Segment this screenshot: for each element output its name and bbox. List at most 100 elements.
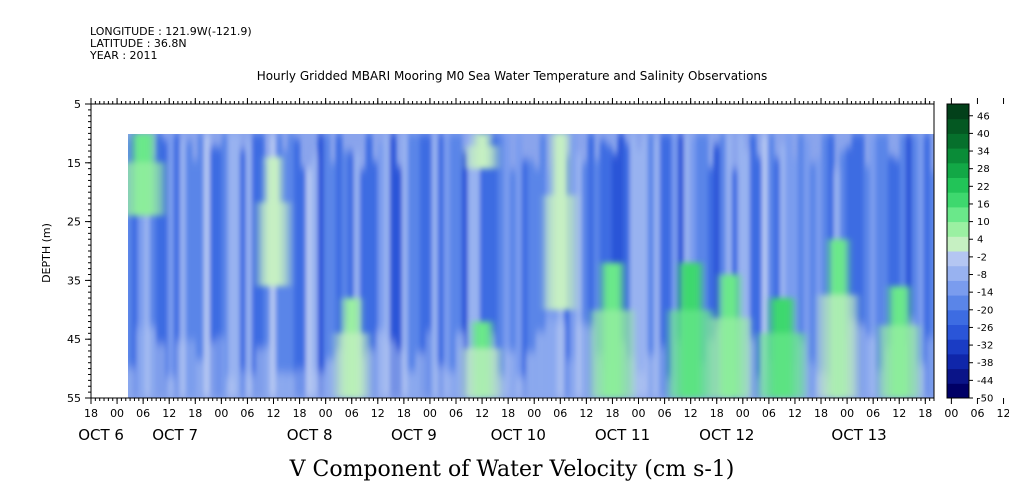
heatmap-cell bbox=[655, 346, 666, 398]
heatmap-cell bbox=[821, 134, 829, 398]
heatmap-cell bbox=[869, 135, 877, 398]
heatmap-cell bbox=[365, 350, 376, 398]
colorbar-tick-label: 28 bbox=[977, 164, 990, 175]
heatmap-cell bbox=[647, 134, 655, 398]
heatmap-cell bbox=[245, 374, 256, 398]
colorbar-tick-label: 34 bbox=[977, 147, 990, 158]
heatmap-cell bbox=[195, 360, 206, 398]
heatmap-cell bbox=[745, 338, 756, 398]
heatmap-cell bbox=[713, 144, 721, 398]
heatmap-cell bbox=[353, 152, 361, 398]
heatmap-cell bbox=[285, 373, 296, 398]
heatmap-cell bbox=[575, 323, 586, 398]
heatmap-cell bbox=[461, 151, 469, 398]
x-hour-label: 18 bbox=[397, 407, 411, 420]
heatmap-cell bbox=[225, 377, 236, 398]
heatmap-cell bbox=[467, 134, 475, 398]
heatmap-cell bbox=[743, 149, 751, 398]
heatmap-cell bbox=[665, 134, 673, 398]
heatmap-cell bbox=[443, 134, 451, 398]
heatmap-cell bbox=[161, 139, 169, 398]
heatmap-cell bbox=[239, 149, 247, 398]
heatmap-cell bbox=[295, 369, 306, 398]
heatmap-cell bbox=[779, 144, 787, 398]
colorbar-tick-label: -38 bbox=[977, 358, 993, 369]
heatmap-cell bbox=[413, 134, 421, 398]
heatmap-cell bbox=[227, 134, 235, 398]
heatmap-cell bbox=[533, 168, 541, 398]
colorbar-swatch bbox=[947, 104, 969, 120]
x-day-label: OCT 12 bbox=[699, 426, 754, 444]
x-hour-label: 18 bbox=[293, 407, 307, 420]
x-hour-label: 00 bbox=[423, 407, 437, 420]
heatmap-cell bbox=[857, 134, 865, 398]
heatmap-cell bbox=[545, 320, 556, 398]
colorbar-swatch bbox=[947, 133, 969, 149]
x-hour-label: 18 bbox=[918, 407, 932, 420]
heatmap-cell bbox=[581, 162, 589, 398]
heatmap-cell bbox=[521, 159, 529, 398]
heatmap-patch bbox=[709, 317, 750, 398]
heatmap-cell bbox=[155, 134, 163, 398]
x-hour-label: 18 bbox=[605, 407, 619, 420]
heatmap-cell bbox=[761, 134, 769, 398]
x-hour-label: 12 bbox=[162, 407, 176, 420]
y-tick-label: 35 bbox=[67, 274, 81, 287]
heatmap-patch bbox=[466, 145, 499, 169]
y-axis-label: DEPTH (m) bbox=[40, 223, 53, 283]
heatmap-cell bbox=[155, 343, 166, 398]
heatmap-cell bbox=[437, 134, 445, 398]
x-hour-label: 18 bbox=[501, 407, 515, 420]
heatmap-cell bbox=[128, 367, 136, 398]
heatmap-cell bbox=[929, 171, 934, 398]
heatmap-cell bbox=[255, 348, 266, 398]
heatmap-cell bbox=[755, 156, 763, 398]
heatmap-cell bbox=[455, 134, 463, 398]
heatmap-cell bbox=[185, 140, 193, 398]
heatmap-cell bbox=[149, 159, 157, 398]
heatmap-cell bbox=[737, 134, 745, 398]
heatmap-cell bbox=[185, 340, 196, 398]
heatmap-cell bbox=[299, 167, 307, 398]
x-hour-label: 00 bbox=[736, 407, 750, 420]
x-hour-label: 18 bbox=[710, 407, 724, 420]
x-hour-label: 06 bbox=[553, 407, 567, 420]
heatmap-cell bbox=[641, 134, 649, 398]
heatmap-cell bbox=[455, 332, 466, 398]
heatmap-cell bbox=[435, 365, 446, 398]
heatmap-cell bbox=[773, 158, 781, 398]
heatmap-cell bbox=[145, 327, 156, 398]
heatmap-cell bbox=[815, 157, 823, 398]
heatmap-cell bbox=[585, 325, 596, 398]
heatmap-cell bbox=[323, 134, 331, 398]
heatmap-cell bbox=[515, 134, 523, 398]
x-hour-label: 00 bbox=[527, 407, 541, 420]
heatmap-cell bbox=[485, 136, 493, 398]
heatmap-cell bbox=[491, 134, 499, 398]
heatmap-cell bbox=[587, 134, 595, 398]
x-hour-label: 00 bbox=[632, 407, 646, 420]
x-day-label: OCT 10 bbox=[491, 426, 546, 444]
heatmap-cell bbox=[205, 342, 216, 398]
heatmap-cell bbox=[293, 138, 301, 398]
colorbar-swatch bbox=[947, 309, 969, 325]
colorbar-tick-label: -8 bbox=[977, 270, 987, 281]
x-hour-label: 12 bbox=[892, 407, 906, 420]
x-hour-label: 06 bbox=[970, 407, 984, 420]
colorbar-swatch bbox=[947, 162, 969, 178]
colorbar-tick-label: -14 bbox=[977, 288, 993, 299]
heatmap-cell bbox=[719, 134, 727, 398]
longitude-label: LONGITUDE : 121.9W(-121.9) bbox=[90, 25, 252, 38]
heatmap-cell bbox=[179, 138, 187, 398]
heatmap-cell bbox=[341, 151, 349, 398]
x-hour-label: 12 bbox=[267, 407, 281, 420]
x-hour-label: 18 bbox=[84, 407, 98, 420]
heatmap-cell bbox=[555, 322, 566, 398]
heatmap-cell bbox=[797, 134, 805, 398]
heatmap-cell bbox=[275, 372, 286, 398]
heatmap-patch bbox=[758, 333, 805, 398]
y-tick-label: 15 bbox=[67, 157, 81, 170]
x-day-label: OCT 7 bbox=[152, 426, 198, 444]
